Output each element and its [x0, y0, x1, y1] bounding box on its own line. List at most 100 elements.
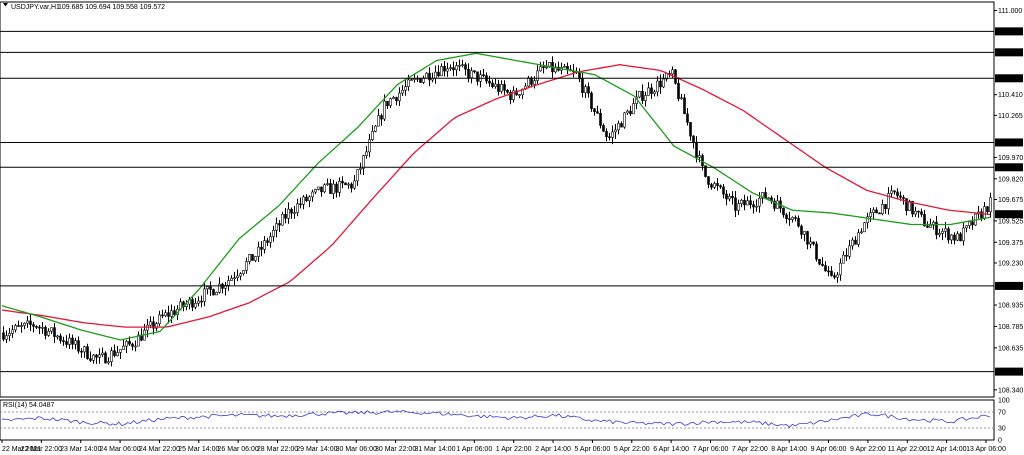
candle-body: [236, 275, 239, 278]
candle-body: [878, 212, 881, 215]
level-price-tag: [995, 74, 1023, 83]
candle-body: [359, 168, 362, 170]
time-tick-label: 1 Apr 22:00: [496, 446, 532, 453]
candle-body: [242, 270, 245, 274]
candle-body: [329, 183, 332, 194]
candle-body: [104, 352, 107, 364]
rsi-tick-label: 100: [998, 398, 1010, 405]
candle-body: [386, 100, 389, 106]
rsi-tick-label: 70: [998, 410, 1006, 417]
candle-body: [155, 323, 158, 329]
candle-body: [257, 246, 260, 257]
price-tick-label: 109.970: [998, 155, 1023, 162]
candle-body: [437, 71, 440, 77]
candle-body: [506, 90, 509, 93]
candle-body: [857, 232, 860, 245]
price-axis: 111.000 110.410 110.265 109.970 109.820 109.6…: [994, 8, 1023, 394]
candle-body: [533, 80, 536, 85]
candle-body: [545, 66, 548, 69]
candle-body: [602, 125, 605, 132]
candle-body: [116, 352, 119, 356]
candle-body: [911, 200, 914, 215]
candle-body: [269, 236, 272, 243]
candle-body: [464, 64, 467, 70]
candle-body: [380, 115, 383, 120]
candle-body: [986, 206, 989, 213]
candle-body: [725, 193, 728, 200]
candle-body: [254, 256, 257, 261]
candle-body: [641, 91, 644, 101]
candle-body: [323, 184, 326, 193]
level-price-tag: [995, 48, 1023, 57]
candle-body: [128, 340, 131, 345]
candle-body: [173, 310, 176, 315]
symbol-label: USDJPY.var,H1: [11, 4, 60, 11]
candle-body: [206, 286, 209, 290]
price-tick-label: 108.935: [998, 303, 1023, 310]
price-tick-label: 109.375: [998, 240, 1023, 247]
candle-body: [68, 337, 71, 345]
candle-body: [707, 176, 710, 185]
candle-body: [44, 327, 47, 336]
candle-body: [290, 208, 293, 214]
candle-body: [305, 196, 308, 202]
current-price-label: 109.572: [997, 212, 1022, 219]
candle-body: [896, 191, 899, 197]
candle-body: [527, 77, 530, 87]
candle-body: [926, 225, 929, 228]
level-price-tag: [995, 367, 1023, 376]
candle-body: [884, 204, 887, 210]
time-tick-label: 26 Mar 06:00: [218, 446, 259, 453]
price-tick-label: 108.785: [998, 324, 1023, 331]
candle-body: [905, 198, 908, 211]
candle-body: [875, 209, 878, 214]
candle-body: [656, 80, 659, 93]
price-tick-label: 111.000: [998, 8, 1022, 15]
candle-body: [518, 94, 521, 96]
candle-body: [167, 312, 170, 317]
candle-body: [170, 310, 173, 317]
triangle-down-icon[interactable]: [3, 3, 8, 7]
candle-body: [893, 190, 896, 193]
candle-body: [302, 196, 305, 205]
candle-body: [113, 350, 116, 356]
candle-body: [848, 245, 851, 257]
candle-body: [422, 77, 425, 83]
candle-body: [344, 182, 347, 186]
candle-body: [809, 241, 812, 245]
candle-body: [395, 97, 398, 102]
time-tick-label: 13 Apr 06:00: [966, 446, 1006, 453]
candle-body: [587, 86, 590, 94]
candle-body: [950, 234, 953, 241]
candle-body: [584, 86, 587, 94]
candle-body: [782, 207, 785, 216]
candle-body: [59, 335, 62, 341]
level-price-label: 110.854: [997, 29, 1022, 36]
price-tick-label: 109.525: [998, 218, 1023, 225]
candle-body: [371, 131, 374, 140]
rsi-panel: 100 70 30 0: [0, 398, 1010, 445]
candle-body: [590, 92, 593, 109]
ma-fast-line: [1, 52, 991, 341]
candle-body: [452, 67, 455, 71]
candle-body: [713, 183, 716, 188]
candle-body: [137, 334, 140, 347]
candle-body: [41, 327, 44, 329]
candle-body: [278, 223, 281, 226]
candle-body: [233, 277, 236, 279]
candle-body: [284, 213, 287, 219]
candle-body: [689, 122, 692, 137]
candle-body: [377, 115, 380, 127]
candle-body: [65, 341, 68, 345]
candle-body: [890, 190, 893, 194]
time-tick-label: 24 Mar 06:00: [99, 446, 140, 453]
time-tick-label: 7 Apr 22:00: [732, 446, 768, 453]
candle-body: [962, 227, 965, 242]
rsi-tick-label: 0: [998, 438, 1002, 445]
candle-body: [425, 72, 428, 79]
candle-body: [512, 90, 515, 101]
candle-body: [248, 254, 251, 262]
candle-body: [860, 231, 863, 234]
candle-body: [62, 340, 65, 342]
candle-body: [20, 325, 23, 327]
